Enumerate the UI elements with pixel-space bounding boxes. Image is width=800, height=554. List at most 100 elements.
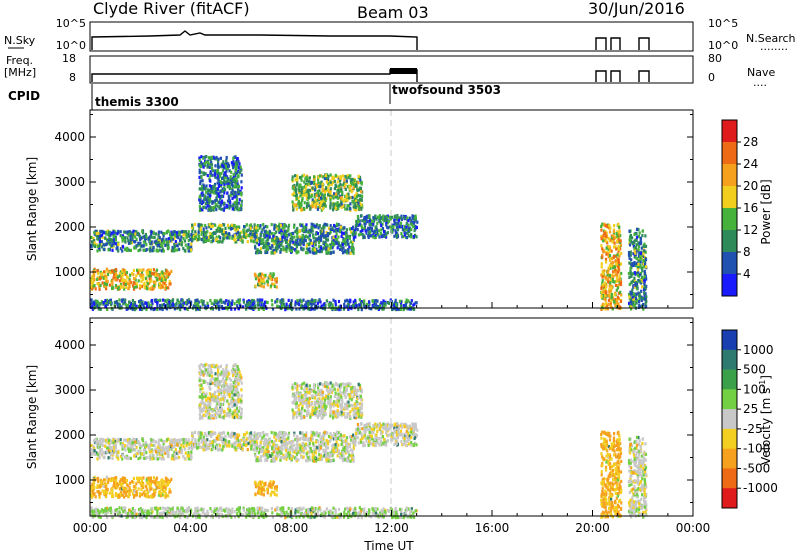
power-echo-cell xyxy=(230,170,233,174)
power-echo-cell xyxy=(124,236,127,240)
power-echo-cell xyxy=(619,299,622,303)
power-echo-cell xyxy=(320,235,323,239)
power-echo-cell xyxy=(360,224,363,228)
power-echo-cell xyxy=(269,246,272,250)
power-echo-cell xyxy=(603,297,606,301)
velocity-echo-cell xyxy=(132,437,135,441)
power-echo-cell xyxy=(239,189,242,193)
power-echo-cell xyxy=(291,175,294,179)
power-echo-cell xyxy=(340,204,343,208)
power-echo-cell xyxy=(144,240,147,244)
velocity-echo-cell xyxy=(100,452,103,457)
power-echo-cell xyxy=(313,240,316,244)
power-echo-cell xyxy=(314,237,317,241)
power-echo-cell xyxy=(93,273,96,277)
velocity-echo-cell xyxy=(167,448,170,452)
power-echo-cell xyxy=(378,235,381,239)
power-echo-cell xyxy=(105,300,108,305)
power-echo-cell xyxy=(227,194,230,199)
power-echo-cell xyxy=(383,229,386,234)
power-echo-cell xyxy=(399,303,403,307)
power-echo-cell xyxy=(214,231,217,235)
power-echo-cell xyxy=(260,284,263,288)
power-echo-cell xyxy=(303,303,306,307)
power-echo-cell xyxy=(282,228,285,232)
power-echo-cell xyxy=(141,229,144,233)
power-echo-cell xyxy=(205,233,208,237)
velocity-echo-cell xyxy=(227,434,230,438)
power-echo-cell xyxy=(197,238,200,242)
power-echo-cell xyxy=(619,247,622,251)
power-echo-cell xyxy=(322,188,325,192)
power-echo-cell xyxy=(234,238,237,242)
power-echo-cell xyxy=(342,174,345,178)
velocity-echo-cell xyxy=(106,437,109,441)
power-echo-cell xyxy=(298,204,301,208)
power-echo-cell xyxy=(629,250,632,254)
power-echo-cell xyxy=(638,242,641,246)
velocity-echo-cell xyxy=(114,450,117,454)
power-echo-cell xyxy=(352,235,355,240)
power-echo-cell xyxy=(281,302,284,306)
power-echo-cell xyxy=(136,244,139,248)
power-echo-cell xyxy=(229,181,232,185)
power-echo-cell xyxy=(182,237,185,241)
velocity-echo-cell xyxy=(167,437,170,441)
velocity-echo-cell xyxy=(150,494,153,498)
power-echo-cell xyxy=(133,282,136,286)
velocity-echo-cell xyxy=(109,445,112,450)
power-echo-cell xyxy=(154,273,157,277)
power-echo-cell xyxy=(205,236,208,240)
power-echo-cell xyxy=(276,241,279,245)
power-echo-cell xyxy=(138,235,141,239)
power-echo-cell xyxy=(116,304,119,308)
power-echo-cell xyxy=(634,281,637,285)
power-echo-cell xyxy=(406,300,409,304)
power-echo-cell xyxy=(321,186,324,190)
velocity-echo-cell xyxy=(99,442,102,446)
power-echo-cell xyxy=(325,299,328,303)
velocity-echo-cell xyxy=(111,440,114,444)
power-echo-cell xyxy=(350,246,353,250)
power-echo-cell xyxy=(360,207,363,211)
power-echo-cell xyxy=(147,305,151,309)
power-echo-cell xyxy=(254,272,257,276)
power-echo-cell xyxy=(238,162,241,166)
power-echo-cell xyxy=(202,240,205,244)
power-echo-cell xyxy=(98,277,101,281)
power-echo-cell xyxy=(251,300,254,304)
power-echo-cell xyxy=(283,231,286,235)
velocity-echo-cell xyxy=(150,487,153,491)
power-echo-cell xyxy=(616,230,619,234)
power-echo-cell xyxy=(318,245,321,249)
power-echo-cell xyxy=(605,239,608,243)
power-echo-cell xyxy=(601,247,604,251)
power-echo-cell xyxy=(619,262,623,266)
power-echo-cell xyxy=(287,233,290,237)
power-echo-cell xyxy=(644,305,647,309)
power-echo-cell xyxy=(111,270,114,274)
velocity-echo-cell xyxy=(133,490,136,494)
power-echo-cell xyxy=(184,300,188,305)
power-echo-cell xyxy=(234,180,237,184)
velocity-echo-cell xyxy=(173,438,176,442)
power-echo-cell xyxy=(354,226,358,230)
velocity-echo-cell xyxy=(162,457,165,461)
power-echo-cell xyxy=(359,178,362,182)
power-echo-cell xyxy=(630,305,633,309)
power-echo-cell xyxy=(199,180,202,184)
power-echo-cell xyxy=(129,248,132,252)
power-echo-cell xyxy=(223,164,226,168)
power-echo-cell xyxy=(372,223,375,227)
power-echo-cell xyxy=(150,298,154,303)
power-echo-cell xyxy=(191,229,194,233)
power-echo-cell xyxy=(354,205,357,210)
power-echo-cell xyxy=(363,222,366,226)
power-echo-cell xyxy=(608,284,611,288)
velocity-echo-cell xyxy=(144,448,147,452)
power-echo-cell xyxy=(260,242,263,246)
power-echo-cell xyxy=(604,281,607,285)
power-echo-cell xyxy=(608,274,611,278)
power-echo-cell xyxy=(105,267,108,271)
velocity-echo-cell xyxy=(152,494,155,498)
